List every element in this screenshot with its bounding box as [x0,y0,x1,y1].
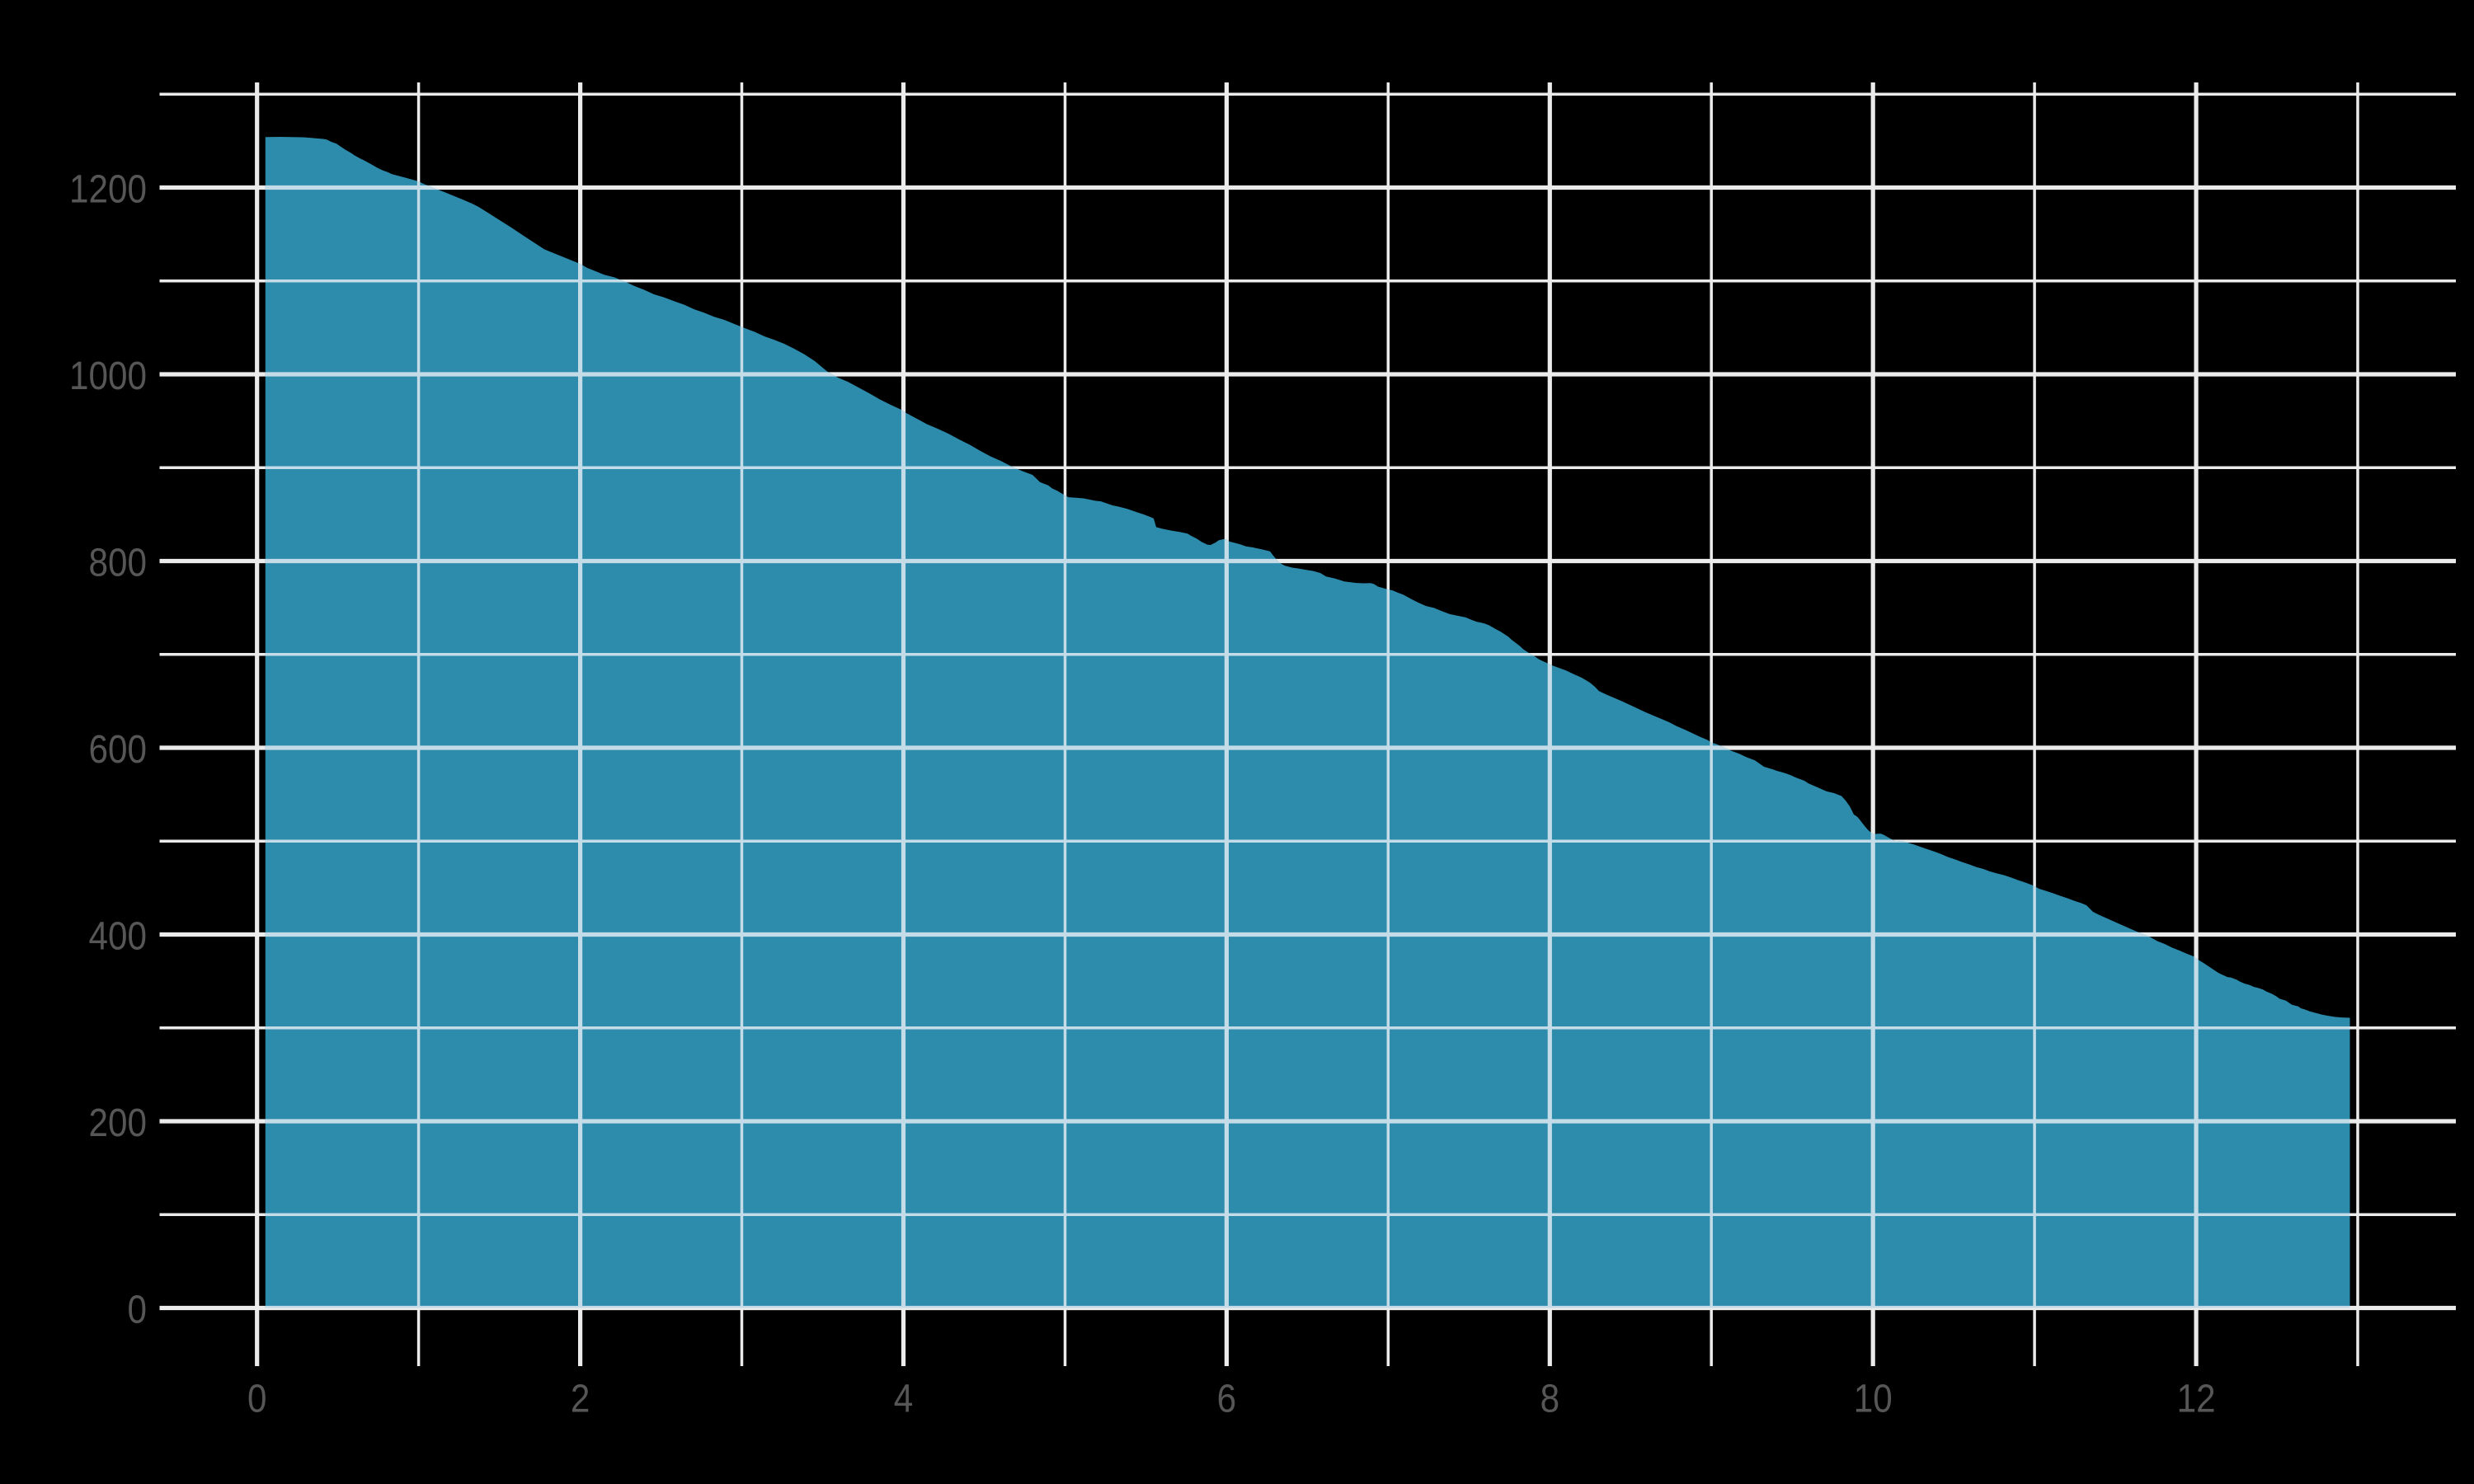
svg-text:6: 6 [1217,1376,1236,1421]
svg-text:8: 8 [1540,1376,1559,1421]
svg-text:0: 0 [247,1376,266,1421]
svg-text:2: 2 [571,1376,590,1421]
svg-text:0: 0 [128,1287,147,1331]
svg-text:1000: 1000 [69,353,147,397]
svg-text:600: 600 [89,726,147,771]
svg-text:400: 400 [89,913,147,958]
svg-text:10: 10 [1854,1376,1893,1421]
svg-text:4: 4 [894,1376,913,1421]
svg-text:800: 800 [89,540,147,585]
svg-text:1200: 1200 [69,167,147,211]
svg-text:12: 12 [2177,1376,2216,1421]
svg-text:200: 200 [89,1100,147,1144]
